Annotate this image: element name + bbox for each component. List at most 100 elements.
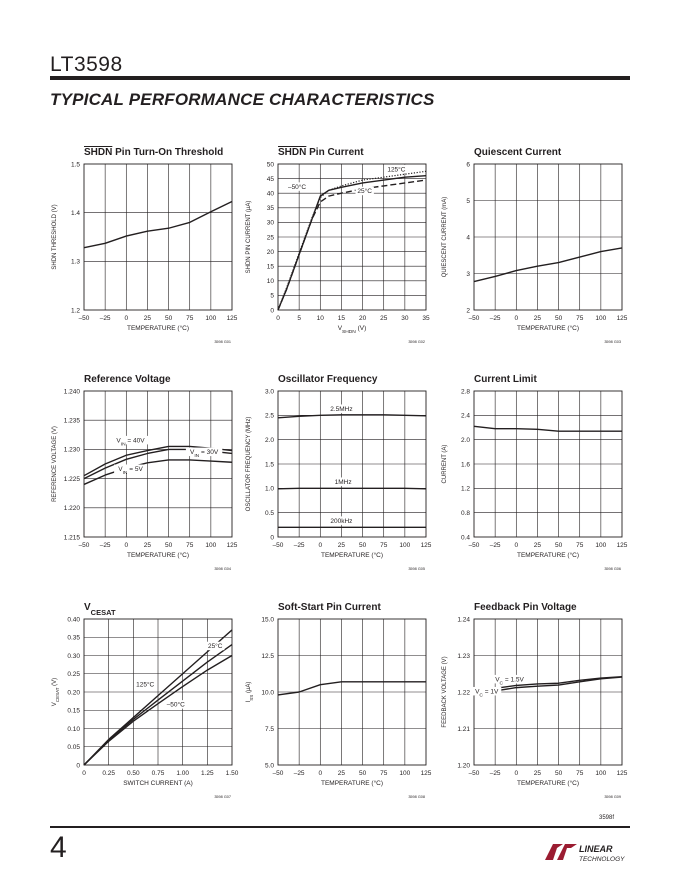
chart-5-xtick-label: –25: [294, 542, 305, 549]
doc-id: 3598f: [599, 815, 615, 821]
chart-2-annotation-1: 125°C: [387, 165, 405, 173]
chart-7-annotation-bg: [164, 700, 187, 709]
chart-9-title: Feedback Pin Voltage: [474, 602, 577, 613]
chart-7-ytick-label: 0.20: [67, 689, 80, 696]
chart-1-xtick-label: 75: [186, 315, 194, 322]
chart-6-xtick-label: –50: [469, 542, 480, 549]
chart-2-annotation-bg: [385, 164, 408, 174]
chart-1-ytick-label: 1.4: [71, 210, 80, 217]
chart-6-ylabel: CURRENT (A): [442, 445, 448, 484]
chart-7-ylabel: VCESAT (V): [52, 678, 60, 706]
chart-1-plot-frame: [83, 163, 233, 311]
chart-1-xtick-label: –25: [100, 315, 111, 322]
chart-4-ytick-label: 1.225: [64, 476, 81, 483]
chart-2-ytick-label: 45: [267, 176, 275, 183]
chart-3-ytick-label: 6: [466, 161, 470, 168]
chart-7-ytick-label: 0.40: [67, 616, 80, 623]
chart-3-xtick-label: 100: [595, 315, 606, 322]
chart-2-plot-frame: [277, 163, 427, 311]
chart-2-ytick-label: 20: [267, 249, 275, 256]
chart-4-xtick-label: 75: [186, 542, 194, 549]
chart-9-xlabel: TEMPERATURE (°C): [517, 779, 579, 787]
chart-7-xtick-label: 1.25: [201, 770, 214, 777]
chart-3-title: Quiescent Current: [474, 147, 562, 158]
chart-9-ylabel: FEEDBACK VOLTAGE (V): [442, 656, 448, 727]
chart-7-xlabel: SWITCH CURRENT (A): [123, 780, 193, 787]
chart-9-ytick-label: 1.20: [457, 762, 470, 769]
chart-9-xtick-label: 50: [555, 770, 563, 777]
chart-4-annotation-bg: [112, 435, 149, 445]
chart-8-series-1-line: [277, 681, 426, 696]
chart-4-series-3-line: [83, 459, 233, 486]
chart-5-annotation-3: 200kHz: [330, 518, 352, 525]
chart-9-annotation-1: VC = 1.5V: [495, 676, 524, 686]
chart-4-xtick-label: –25: [100, 542, 111, 549]
chart-4-xtick-label: –50: [79, 542, 90, 549]
chart-8-ytick-label: 15.0: [261, 616, 274, 623]
chart-1-ytick-label: 1.5: [71, 161, 80, 168]
chart-5-annotation-1: 2.5MHz: [330, 406, 352, 413]
chart-3-ytick-label: 2: [466, 307, 470, 314]
chart-4-ylabel: REFERENCE VOLTAGE (V): [52, 426, 58, 502]
chart-4-annotation-2: VIN = 30V: [190, 449, 219, 459]
chart-6-ytick-label: 2.0: [461, 437, 470, 444]
chart-9-ytick-label: 1.24: [457, 616, 470, 623]
chart-3-xtick-label: 75: [576, 315, 584, 322]
chart-9-annotation-bg: [491, 674, 528, 684]
chart-4-ytick-label: 1.235: [64, 418, 81, 425]
chart-9-xtick-label: 100: [595, 770, 606, 777]
chart-1-xtick-label: 100: [205, 315, 216, 322]
chart-7-ytick-label: 0.10: [67, 726, 80, 733]
chart-2-xtick-label: 15: [338, 315, 346, 322]
chart-2-title: SHDN Pin Current: [278, 147, 364, 158]
chart-3-xtick-label: 50: [555, 315, 563, 322]
chart-2-ytick-label: 5: [270, 293, 274, 300]
footer-rule: [50, 826, 630, 828]
chart-7-title: VCESAT: [84, 602, 116, 617]
chart-6-code: 3598 G06: [604, 567, 621, 571]
chart-9-xtick-label: 25: [534, 770, 542, 777]
chart-4-annotation-bg: [185, 447, 223, 457]
chart-1-ytick-label: 1.2: [71, 307, 80, 314]
chart-5-ytick-label: 3.0: [265, 388, 274, 395]
chart-3-code: 3598 G03: [604, 340, 621, 344]
chart-1-xtick-label: 25: [144, 315, 152, 322]
chart-6-series-1-line: [473, 425, 622, 432]
chart-5-annotation-bg: [333, 477, 353, 486]
chart-2-ytick-label: 35: [267, 205, 275, 212]
chart-6-ytick-label: 2.8: [461, 388, 470, 395]
chart-8-ytick-label: 10.0: [261, 689, 274, 696]
chart-1-ytick-label: 1.3: [71, 259, 80, 266]
chart-7-ytick-label: 0: [76, 762, 80, 769]
chart-7-code: 3598 G07: [214, 795, 231, 799]
chart-4-annotation-3: VIN = 5V: [118, 466, 143, 476]
section-title: TYPICAL PERFORMANCE CHARACTERISTICS: [50, 90, 435, 109]
chart-2-annotation-2: –50°C: [288, 183, 306, 191]
chart-5-annotation-2: 1MHz: [335, 479, 352, 486]
chart-7-ytick-label: 0.25: [67, 671, 80, 678]
chart-8-plot-frame: [277, 618, 427, 766]
chart-2-ylabel: SHDN PIN CURRENT (µA): [246, 201, 252, 274]
chart-8-xlabel: TEMPERATURE (°C): [321, 779, 383, 787]
chart-1-xtick-label: 0: [124, 315, 128, 322]
chart-2-xtick-label: 20: [359, 315, 367, 322]
chart-5-plot-frame: [277, 390, 427, 538]
chart-6-plot-frame: [473, 390, 623, 538]
chart-2-code: 3598 G02: [408, 340, 425, 344]
chart-5-xtick-label: 25: [338, 542, 346, 549]
chart-1-title: SHDN Pin Turn-On Threshold: [84, 147, 223, 158]
chart-2-ytick-label: 15: [267, 264, 275, 271]
chart-2-xlabel: VSHDN (V): [338, 325, 367, 335]
chart-2-ytick-label: 30: [267, 220, 275, 227]
chart-9-xtick-label: 0: [514, 770, 518, 777]
chart-8-xtick-label: 25: [338, 770, 346, 777]
chart-6-xlabel: TEMPERATURE (°C): [517, 551, 579, 559]
chart-2-ytick-label: 40: [267, 191, 275, 198]
chart-7-ytick-label: 0.30: [67, 653, 80, 660]
chart-6-xtick-label: 0: [514, 542, 518, 549]
chart-5-ytick-label: 2.5: [265, 413, 274, 420]
chart-7-annotation-1: 125°C: [136, 681, 154, 689]
chart-5-code: 3598 G05: [408, 567, 425, 571]
chart-6-ytick-label: 1.2: [461, 486, 470, 493]
chart-1-ylabel: SHDN THRESHOLD (V): [52, 204, 58, 269]
